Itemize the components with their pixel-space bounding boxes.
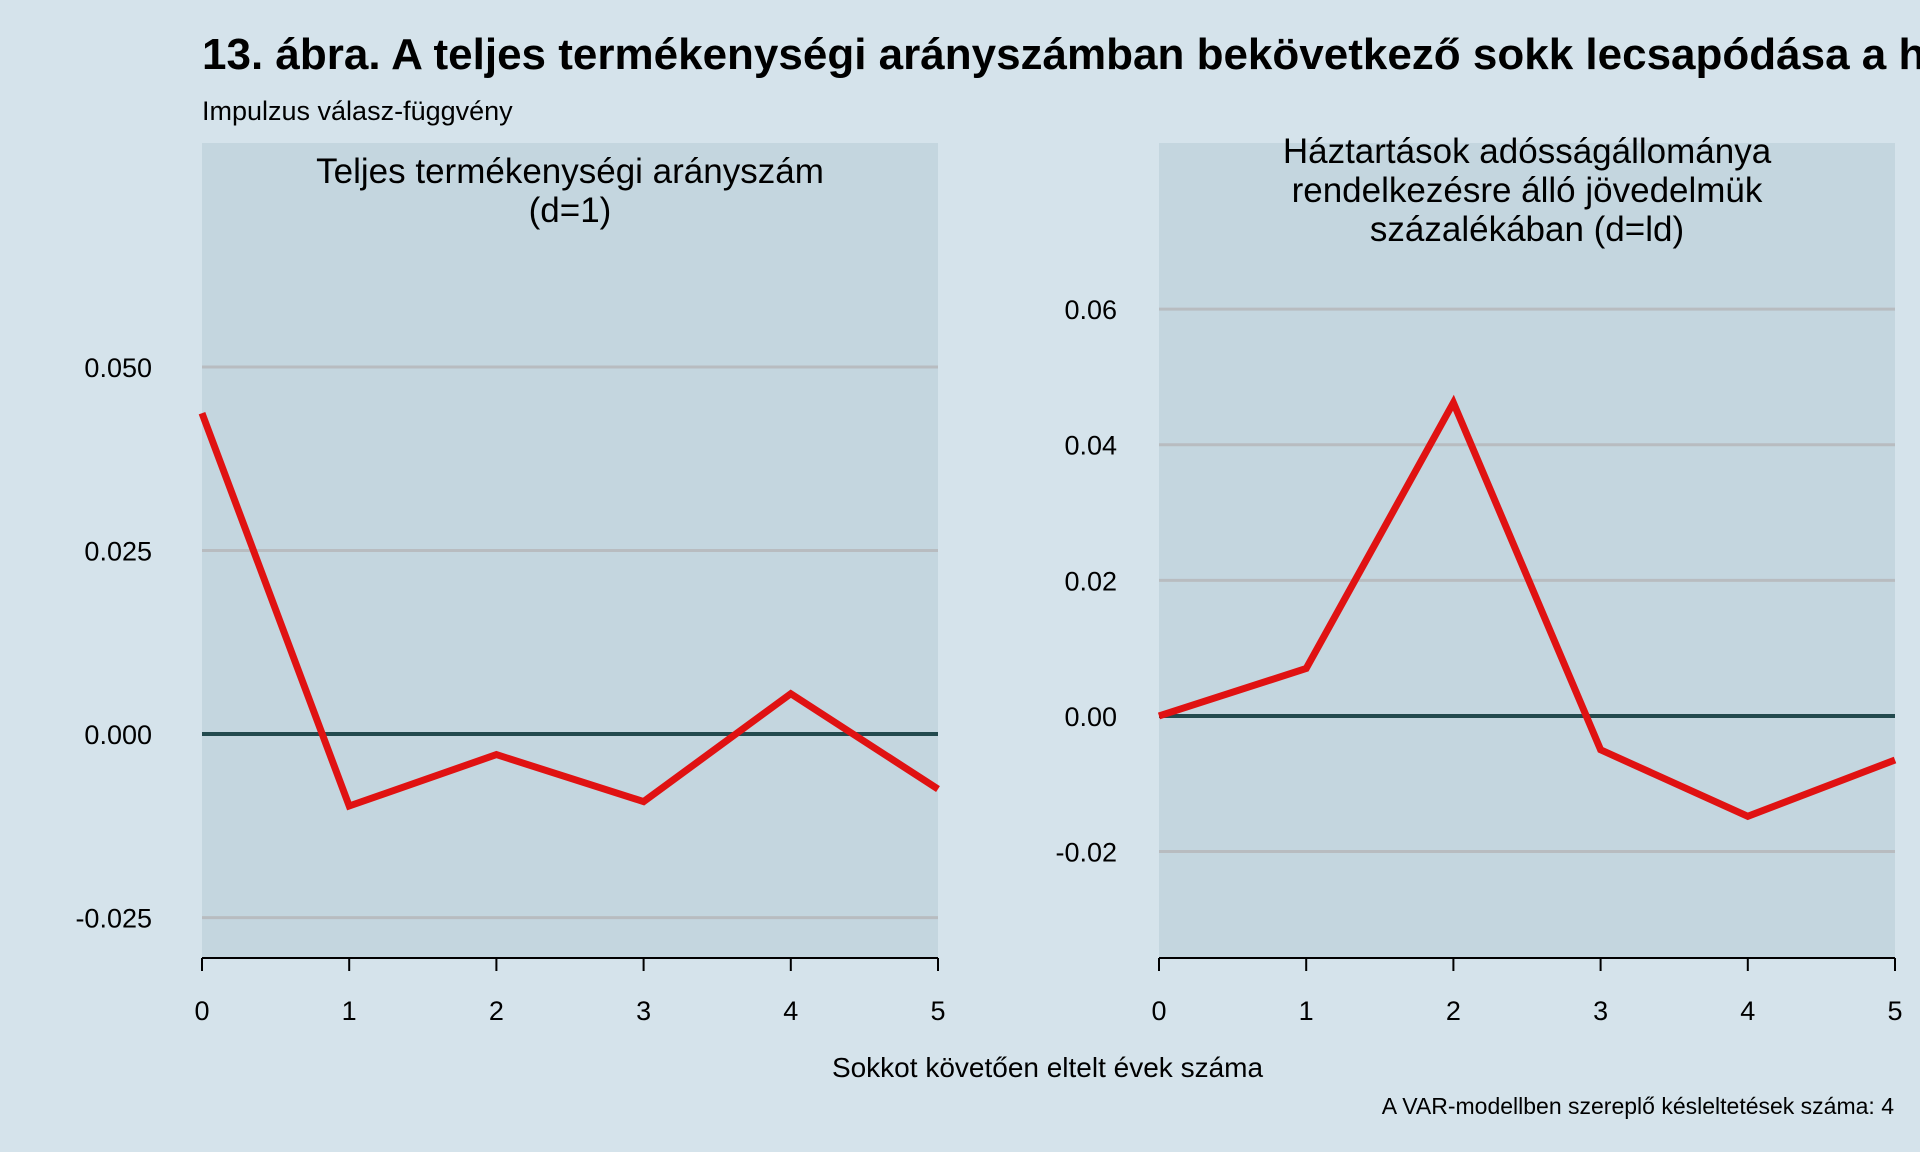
panel-1-data-point-4 — [787, 690, 794, 697]
panel-2-data-point-1 — [1303, 665, 1310, 672]
panel-1-data-point-2 — [493, 751, 500, 758]
panel-1-xtick-label-4: 4 — [783, 996, 798, 1026]
panel-1-series-line — [198, 411, 940, 811]
panel-2-ytick-label-3: 0.04 — [1064, 431, 1117, 461]
panel-1-xtick-label-1: 1 — [342, 996, 357, 1026]
lag-caption: A VAR-modellben szereplő késleltetések s… — [1381, 1093, 1894, 1119]
panel-2-ytick-label-4: 0.06 — [1064, 295, 1117, 325]
figure-subtitle: Impulzus válasz-függvény — [202, 96, 513, 126]
panel-1-ytick-label-2: 0.025 — [84, 537, 152, 567]
panel-2-title-line-2: rendelkezésre álló jövedelmük — [1292, 171, 1763, 210]
panel-2-background — [1159, 143, 1895, 958]
panel-2-xtick-label-5: 5 — [1887, 996, 1902, 1026]
panel-1-data-point-1 — [346, 803, 353, 810]
panel-2-ytick-label-0: -0.02 — [1055, 838, 1117, 868]
figure-title: 13. ábra. A teljes termékenységi aránysz… — [202, 30, 1920, 79]
panel-2-xtick-label-1: 1 — [1299, 996, 1314, 1026]
panel-2-ytick-label-2: 0.02 — [1064, 566, 1117, 596]
panel-2-ytick-label-1: 0.00 — [1064, 702, 1117, 732]
panel-2-xtick-label-2: 2 — [1446, 996, 1461, 1026]
panel-2-xtick-label-3: 3 — [1593, 996, 1608, 1026]
panel-2-data-point-3 — [1597, 746, 1604, 753]
panel-1-xtick-label-3: 3 — [636, 996, 651, 1026]
panel-2-data-point-2 — [1450, 399, 1457, 406]
panel-2-xtick-label-0: 0 — [1151, 996, 1166, 1026]
panel-1-ytick-label-3: 0.050 — [84, 353, 152, 383]
panel-1-xtick-label-2: 2 — [489, 996, 504, 1026]
panel-1-data-point-5 — [935, 786, 942, 793]
panel-2-series-line — [1157, 394, 1897, 821]
panel-2-data-point-5 — [1892, 757, 1899, 764]
panel-2-data-point-4 — [1744, 813, 1751, 820]
panel-1-title-line-1: Teljes termékenységi arányszám — [316, 152, 824, 191]
panel-1-ytick-label-0: -0.025 — [75, 904, 152, 934]
panel-1-xtick-label-0: 0 — [194, 996, 209, 1026]
x-axis-label: Sokkot követően eltelt évek száma — [831, 1052, 1264, 1083]
panel-2-xtick-label-4: 4 — [1740, 996, 1755, 1026]
panel-1-xtick-label-5: 5 — [930, 996, 945, 1026]
panel-1-title-line-2: (d=1) — [529, 191, 612, 230]
panel-2-data-point-0 — [1156, 712, 1163, 719]
panel-2-title-line-3: százalékában (d=ld) — [1370, 210, 1684, 249]
panel-1-ytick-label-1: 0.000 — [84, 720, 152, 750]
panel-1-data-point-0 — [199, 410, 206, 417]
panel-1-data-point-3 — [640, 798, 647, 805]
panel-2-title-line-1: Háztartások adósságállománya — [1283, 132, 1772, 171]
